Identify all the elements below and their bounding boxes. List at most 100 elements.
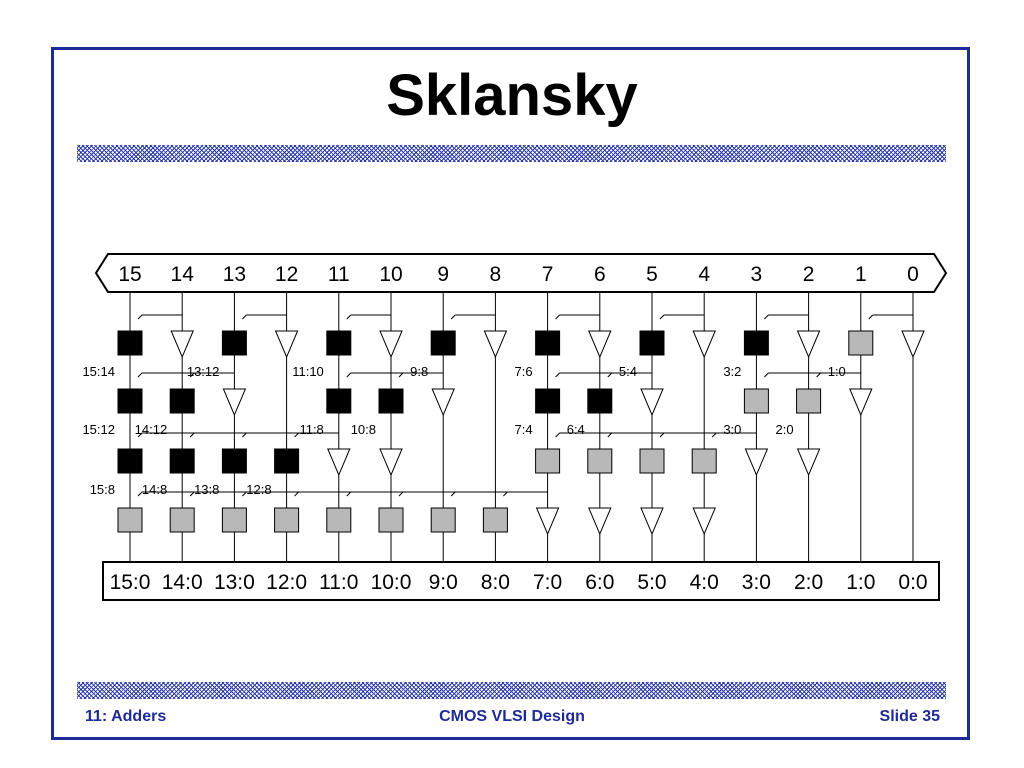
cell-span-label: 6:4 — [567, 422, 585, 437]
buffer-triangle — [588, 330, 612, 359]
input-bit-label: 3 — [751, 263, 763, 286]
cell-span-label: 14:8 — [142, 482, 167, 497]
input-bit-label: 0 — [907, 263, 919, 286]
carry-diagonal-wire — [398, 372, 404, 378]
carry-diagonal-wire — [659, 432, 665, 438]
black-cell — [639, 330, 665, 356]
buffer-triangle — [849, 388, 873, 417]
black-cell — [326, 388, 352, 414]
output-prefix-label: 3:0 — [742, 571, 771, 594]
buffer-triangle — [588, 507, 612, 536]
gray-cell — [117, 507, 143, 533]
output-prefix-label: 0:0 — [898, 571, 927, 594]
cell-span-label: 10:8 — [351, 422, 376, 437]
input-bit-label: 11 — [328, 263, 350, 286]
buffer-triangle — [744, 448, 769, 477]
carry-diagonal-wire — [555, 432, 560, 438]
black-cell — [587, 388, 613, 414]
black-cell — [535, 388, 561, 414]
footer-course: CMOS VLSI Design — [439, 708, 585, 725]
output-prefix-label: 7:0 — [533, 571, 562, 594]
carry-diagonal-wire — [137, 314, 143, 320]
carry-diagonal-wire — [346, 491, 352, 497]
gray-cell — [482, 507, 508, 533]
black-cell — [169, 388, 195, 414]
black-cell — [169, 448, 195, 474]
carry-diagonal-wire — [711, 432, 717, 438]
cell-span-label: 7:4 — [515, 422, 533, 437]
input-bit-label: 10 — [379, 263, 402, 286]
footer-chapter: 11: Adders — [85, 708, 167, 725]
cell-span-label: 15:14 — [82, 364, 115, 379]
buffer-triangle — [535, 507, 560, 536]
carry-diagonal-wire — [137, 372, 143, 378]
input-bit-label: 7 — [542, 263, 554, 286]
buffer-triangle — [483, 330, 508, 359]
gray-cell — [326, 507, 352, 533]
carry-diagonal-wire — [450, 491, 456, 497]
input-bit-label: 14 — [171, 263, 195, 286]
output-prefix-label: 14:0 — [162, 571, 203, 594]
bottom-hatched-bar — [77, 682, 946, 699]
gray-cell — [639, 448, 665, 474]
buffer-triangle — [796, 330, 821, 359]
input-bit-label: 15 — [118, 263, 141, 286]
cell-span-label: 5:4 — [619, 364, 637, 379]
carry-diagonal-wire — [764, 314, 769, 320]
gray-cell — [378, 507, 404, 533]
gray-cell — [796, 388, 822, 414]
buffer-triangle — [379, 330, 403, 359]
carry-diagonal-wire — [294, 491, 299, 497]
cell-span-label: 3:2 — [723, 364, 741, 379]
input-bit-label: 5 — [646, 263, 658, 286]
carry-diagonal-wire — [242, 432, 247, 438]
cell-span-label: 1:0 — [828, 364, 846, 379]
carry-diagonal-wire — [294, 432, 299, 438]
black-cell — [117, 448, 143, 474]
gray-cell — [743, 388, 769, 414]
output-prefix-label: 6:0 — [585, 571, 614, 594]
top-hatched-bar — [77, 145, 946, 162]
carry-diagonal-wire — [607, 432, 613, 438]
gray-cell — [430, 507, 456, 533]
carry-diagonal-wire — [137, 432, 143, 438]
output-prefix-label: 10:0 — [371, 571, 412, 594]
output-prefix-label: 12:0 — [266, 571, 307, 594]
output-prefix-label: 11:0 — [319, 571, 358, 594]
carry-diagonal-wire — [398, 491, 404, 497]
gray-cell — [535, 448, 561, 474]
black-cell — [274, 448, 300, 474]
gray-cell — [848, 330, 874, 356]
cell-span-label: 7:6 — [515, 364, 533, 379]
buffer-triangle — [901, 330, 925, 359]
output-prefix-label: 13:0 — [214, 571, 255, 594]
black-cell — [221, 448, 247, 474]
output-prefix-label: 5:0 — [637, 571, 666, 594]
carry-diagonal-wire — [868, 314, 874, 320]
output-prefix-label: 15:0 — [110, 571, 151, 594]
carry-diagonal-wire — [555, 314, 560, 320]
carry-diagonal-wire — [764, 372, 769, 378]
output-prefix-label: 9:0 — [429, 571, 458, 594]
buffer-triangle — [640, 388, 664, 417]
slide-title: Sklansky — [386, 63, 638, 128]
buffer-triangle — [222, 388, 247, 417]
output-prefix-label: 8:0 — [481, 571, 510, 594]
input-bit-label: 9 — [437, 263, 449, 286]
carry-diagonal-wire — [242, 314, 247, 320]
output-prefix-label: 2:0 — [794, 571, 823, 594]
cell-span-label: 11:8 — [299, 422, 323, 437]
footer-slide-number: Slide 35 — [879, 708, 940, 725]
gray-cell — [691, 448, 717, 474]
input-bit-label: 13 — [223, 263, 246, 286]
cell-span-label: 13:8 — [194, 482, 219, 497]
black-cell — [430, 330, 456, 356]
carry-diagonal-wire — [189, 491, 195, 497]
gray-cell — [169, 507, 195, 533]
buffer-triangle — [379, 448, 403, 477]
cell-span-label: 3:0 — [723, 422, 741, 437]
black-cell — [221, 330, 247, 356]
cell-span-label: 13:12 — [187, 364, 220, 379]
carry-diagonal-wire — [816, 372, 821, 378]
